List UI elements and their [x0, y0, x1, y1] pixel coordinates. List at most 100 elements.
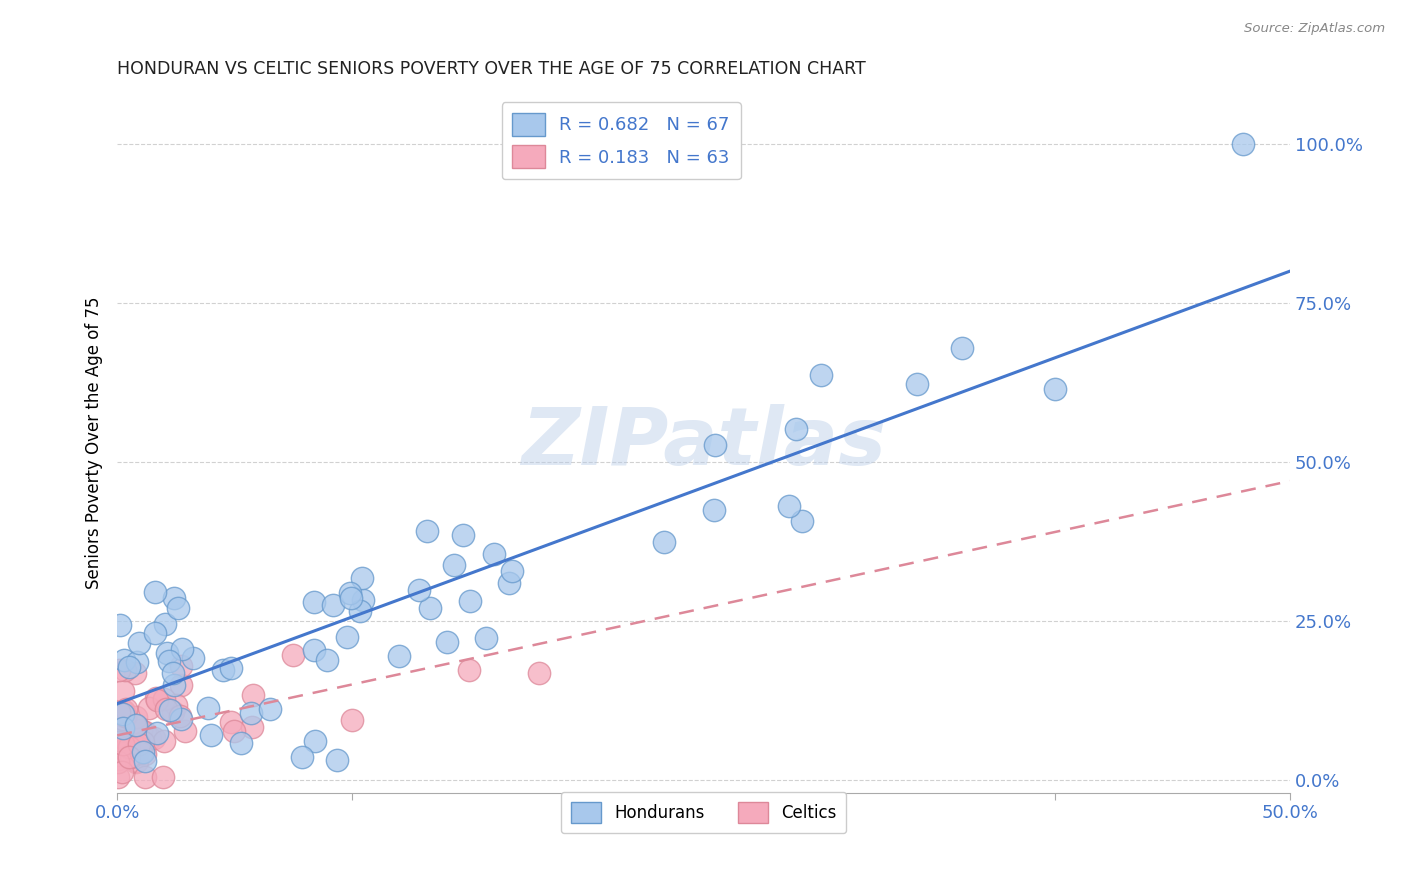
Point	[112, 707, 135, 722]
Point	[125, 717, 148, 731]
Point	[302, 595, 325, 609]
Point	[1232, 136, 1254, 151]
Point	[124, 718, 146, 732]
Point	[326, 753, 349, 767]
Point	[304, 734, 326, 748]
Point	[134, 770, 156, 784]
Point	[778, 499, 800, 513]
Point	[165, 698, 187, 713]
Point	[115, 702, 138, 716]
Point	[138, 701, 160, 715]
Point	[408, 583, 430, 598]
Point	[222, 723, 245, 738]
Point	[145, 690, 167, 705]
Point	[162, 705, 184, 719]
Point	[142, 731, 165, 745]
Point	[240, 720, 263, 734]
Point	[704, 438, 727, 452]
Point	[501, 565, 523, 579]
Point	[127, 754, 149, 768]
Point	[114, 709, 136, 723]
Point	[181, 650, 204, 665]
Point	[118, 660, 141, 674]
Point	[128, 635, 150, 649]
Point	[419, 601, 441, 615]
Point	[125, 710, 148, 724]
Point	[111, 721, 134, 735]
Point	[211, 663, 233, 677]
Point	[155, 702, 177, 716]
Point	[132, 735, 155, 749]
Point	[111, 724, 134, 739]
Point	[340, 713, 363, 727]
Point	[125, 756, 148, 770]
Point	[134, 725, 156, 739]
Point	[111, 713, 134, 727]
Point	[197, 700, 219, 714]
Point	[118, 739, 141, 754]
Point	[163, 678, 186, 692]
Point	[112, 653, 135, 667]
Point	[162, 665, 184, 680]
Point	[115, 739, 138, 753]
Point	[475, 631, 498, 645]
Point	[219, 714, 242, 729]
Point	[112, 743, 135, 757]
Point	[145, 626, 167, 640]
Point	[281, 648, 304, 662]
Point	[785, 422, 807, 436]
Point	[107, 735, 129, 749]
Point	[200, 728, 222, 742]
Point	[453, 528, 475, 542]
Point	[302, 643, 325, 657]
Point	[134, 747, 156, 761]
Point	[219, 660, 242, 674]
Point	[143, 585, 166, 599]
Point	[529, 665, 551, 680]
Point	[129, 723, 152, 738]
Point	[107, 705, 129, 719]
Point	[145, 725, 167, 739]
Point	[129, 746, 152, 760]
Point	[111, 684, 134, 698]
Point	[652, 534, 675, 549]
Point	[167, 601, 190, 615]
Point	[108, 617, 131, 632]
Point	[159, 703, 181, 717]
Point	[242, 688, 264, 702]
Point	[112, 737, 135, 751]
Point	[139, 731, 162, 746]
Point	[436, 635, 458, 649]
Point	[111, 744, 134, 758]
Point	[120, 750, 142, 764]
Point	[125, 655, 148, 669]
Point	[128, 737, 150, 751]
Point	[352, 593, 374, 607]
Point	[163, 591, 186, 605]
Point	[259, 702, 281, 716]
Point	[339, 586, 361, 600]
Point	[172, 641, 194, 656]
Point	[117, 738, 139, 752]
Point	[170, 659, 193, 673]
Point	[132, 745, 155, 759]
Point	[107, 730, 129, 744]
Point	[157, 654, 180, 668]
Point	[291, 750, 314, 764]
Point	[107, 714, 129, 728]
Point	[703, 502, 725, 516]
Point	[350, 571, 373, 585]
Point	[340, 591, 363, 605]
Point	[118, 750, 141, 764]
Point	[498, 575, 520, 590]
Point	[905, 376, 928, 391]
Point	[112, 704, 135, 718]
Point	[170, 712, 193, 726]
Point	[153, 733, 176, 747]
Point	[153, 692, 176, 706]
Point	[124, 665, 146, 680]
Text: Source: ZipAtlas.com: Source: ZipAtlas.com	[1244, 22, 1385, 36]
Text: ZIPatlas: ZIPatlas	[522, 404, 886, 482]
Point	[128, 740, 150, 755]
Point	[169, 678, 191, 692]
